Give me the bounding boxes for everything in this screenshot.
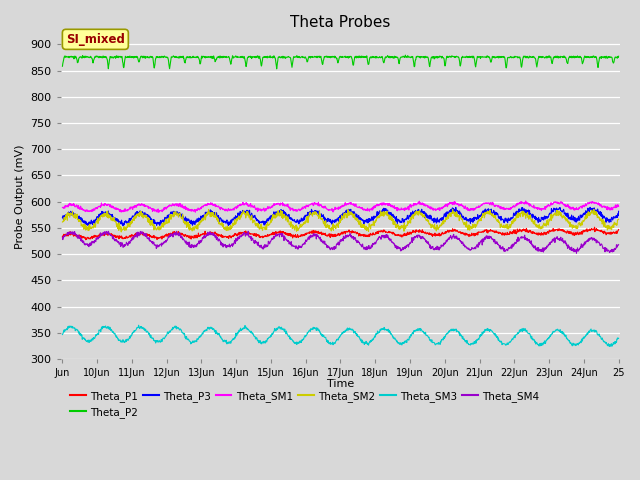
Theta_SM1 <box>59 204 67 210</box>
Theta_SM3 <box>605 344 613 349</box>
Theta_SM2 <box>117 229 125 235</box>
Theta_SM3 <box>310 325 318 331</box>
Theta_P1 <box>59 234 67 240</box>
Theta_P3 <box>442 214 450 219</box>
Theta_SM4 <box>580 242 588 248</box>
Line: Theta_SM2: Theta_SM2 <box>63 209 618 232</box>
Line: Theta_P3: Theta_P3 <box>63 207 618 226</box>
Theta_P3 <box>344 207 351 213</box>
Theta_P1 <box>69 232 77 238</box>
Theta_SM4 <box>69 230 77 236</box>
Theta_P3 <box>586 204 594 210</box>
Theta_P2 <box>401 52 409 58</box>
Theta_SM1 <box>614 204 622 209</box>
Theta_SM1 <box>310 200 318 205</box>
Theta_SM1 <box>159 209 166 215</box>
Theta_SM1 <box>69 202 77 207</box>
Line: Theta_SM3: Theta_SM3 <box>63 325 618 347</box>
Theta_P2 <box>158 53 166 59</box>
Theta_P3 <box>59 215 67 221</box>
Theta_P2 <box>344 54 351 60</box>
Theta_SM1 <box>344 201 351 206</box>
Theta_P2 <box>442 55 450 61</box>
Theta_P2 <box>69 54 77 60</box>
Theta_P2 <box>59 63 67 69</box>
Theta_P1 <box>82 237 90 242</box>
Line: Theta_P1: Theta_P1 <box>63 227 618 240</box>
Theta_SM3 <box>614 336 622 341</box>
Theta_P1 <box>591 224 598 230</box>
Theta_SM2 <box>590 206 598 212</box>
Theta_SM1 <box>580 204 588 209</box>
Theta_P1 <box>442 230 450 236</box>
Theta_SM3 <box>69 324 77 330</box>
Theta_SM4 <box>310 231 318 237</box>
Theta_SM3 <box>135 323 143 328</box>
Theta_SM2 <box>310 210 318 216</box>
Theta_SM1 <box>522 198 529 204</box>
Theta_SM1 <box>442 201 450 207</box>
Theta_SM4 <box>614 242 622 248</box>
Theta_P1 <box>310 229 318 235</box>
Theta_P3 <box>119 223 127 228</box>
Y-axis label: Probe Output (mV): Probe Output (mV) <box>15 144 25 249</box>
X-axis label: Time: Time <box>327 379 354 389</box>
Legend: Theta_P1, Theta_P2, Theta_P3, Theta_SM1, Theta_SM2, Theta_SM3, Theta_SM4: Theta_P1, Theta_P2, Theta_P3, Theta_SM1,… <box>66 387 543 422</box>
Theta_SM3 <box>344 325 351 331</box>
Theta_P1 <box>579 228 587 233</box>
Theta_P1 <box>344 229 351 235</box>
Theta_SM3 <box>442 331 450 337</box>
Line: Theta_SM4: Theta_SM4 <box>63 231 618 253</box>
Theta_SM2 <box>614 216 622 222</box>
Theta_SM2 <box>442 215 450 220</box>
Theta_P1 <box>614 227 622 232</box>
Theta_SM4 <box>244 228 252 234</box>
Theta_SM4 <box>442 238 450 244</box>
Theta_P3 <box>614 208 622 214</box>
Theta_P3 <box>69 210 77 216</box>
Line: Theta_P2: Theta_P2 <box>63 55 618 69</box>
Theta_P1 <box>159 233 166 239</box>
Theta_P3 <box>310 211 318 217</box>
Theta_SM4 <box>573 251 580 256</box>
Theta_SM2 <box>69 213 77 219</box>
Text: SI_mixed: SI_mixed <box>66 33 125 46</box>
Theta_P2 <box>273 66 280 72</box>
Line: Theta_SM1: Theta_SM1 <box>63 201 618 212</box>
Theta_SM3 <box>159 337 166 343</box>
Theta_SM4 <box>158 240 166 246</box>
Theta_SM2 <box>59 219 67 225</box>
Theta_SM3 <box>579 336 587 341</box>
Theta_SM2 <box>579 217 587 223</box>
Theta_SM4 <box>344 233 351 239</box>
Title: Theta Probes: Theta Probes <box>291 15 390 30</box>
Theta_SM3 <box>59 332 67 337</box>
Theta_SM1 <box>155 209 163 215</box>
Theta_P2 <box>580 58 588 64</box>
Theta_P2 <box>614 53 622 59</box>
Theta_SM2 <box>344 211 351 216</box>
Theta_P3 <box>579 212 587 218</box>
Theta_P2 <box>310 54 318 60</box>
Theta_SM4 <box>59 235 67 240</box>
Theta_SM2 <box>159 220 166 226</box>
Theta_P3 <box>159 218 166 224</box>
